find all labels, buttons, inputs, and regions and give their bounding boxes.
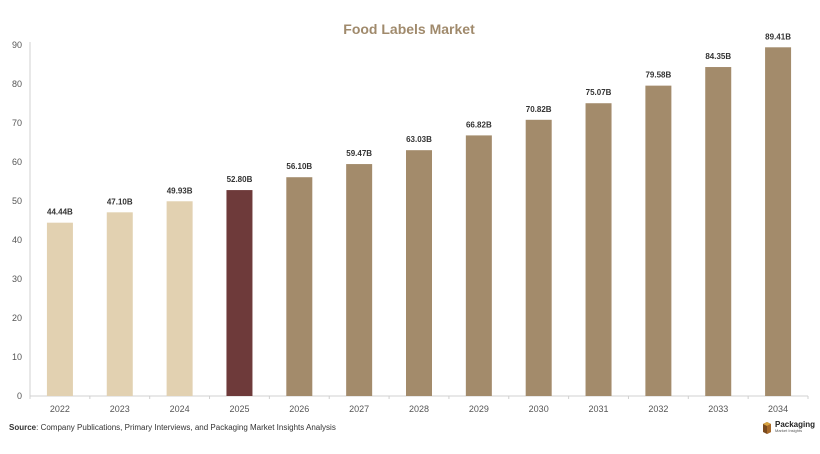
x-tick-label: 2025 xyxy=(229,404,249,414)
x-tick-label: 2034 xyxy=(768,404,788,414)
bars xyxy=(46,47,792,397)
data-label: 84.35B xyxy=(705,52,731,61)
x-axis: 2022 2023 2024 2025 2026 2027 2028 2029 2030 2031… xyxy=(29,395,809,414)
x-tick-label: 2026 xyxy=(289,404,309,414)
x-tick-label: 2032 xyxy=(648,404,668,414)
x-tick-label: 2029 xyxy=(469,404,489,414)
data-label: 79.58B xyxy=(645,71,671,80)
bar-2026 xyxy=(286,177,313,396)
x-tick-label: 2028 xyxy=(409,404,429,414)
source-label: Source xyxy=(9,423,37,432)
x-tick-label: 2031 xyxy=(589,404,609,414)
bar-2029 xyxy=(465,135,492,397)
data-label: 47.10B xyxy=(107,197,133,206)
data-label: 63.03B xyxy=(406,135,432,144)
bar-2025 xyxy=(226,190,253,396)
bar-2022 xyxy=(46,222,73,396)
data-labels: 44.44B 47.10B 49.93B 52.80B 56.10B 59.47B 63.0… xyxy=(47,32,791,216)
y-tick-label: 60 xyxy=(12,157,22,167)
y-tick-label: 40 xyxy=(12,235,22,245)
logo-main-text: Packaging xyxy=(775,420,816,429)
bar-2031 xyxy=(585,103,612,397)
x-tick-label: 2030 xyxy=(529,404,549,414)
data-label: 49.93B xyxy=(167,186,193,195)
bar-2027 xyxy=(346,164,373,396)
y-tick-label: 30 xyxy=(12,274,22,284)
y-tick-label: 90 xyxy=(12,40,22,50)
bar-2032 xyxy=(645,85,672,396)
data-label: 75.07B xyxy=(586,88,612,97)
y-tick-label: 50 xyxy=(12,196,22,206)
chart-title: Food Labels Market xyxy=(343,21,475,37)
source-text: : Company Publications, Primary Intervie… xyxy=(36,423,336,432)
source-note: Source: Company Publications, Primary In… xyxy=(9,423,336,432)
bar-2023 xyxy=(106,212,133,396)
data-label: 59.47B xyxy=(346,149,372,158)
company-logo: Packaging Market Insights xyxy=(762,421,815,435)
bar-2024 xyxy=(166,201,193,396)
y-tick-label: 0 xyxy=(17,391,22,401)
data-label: 66.82B xyxy=(466,120,492,129)
bar-2028 xyxy=(406,150,432,396)
x-tick-label: 2027 xyxy=(349,404,369,414)
data-label: 89.41B xyxy=(765,32,791,41)
x-tick-label: 2033 xyxy=(708,404,728,414)
y-tick-label: 20 xyxy=(12,313,22,323)
y-tick-label: 10 xyxy=(12,352,22,362)
y-axis: 0 10 20 30 40 50 60 70 80 90 xyxy=(12,40,31,401)
x-tick-label: 2023 xyxy=(110,404,130,414)
logo-sub-text: Market Insights xyxy=(775,428,803,433)
data-label: 44.44B xyxy=(47,208,73,217)
y-tick-label: 80 xyxy=(12,79,22,89)
box-icon xyxy=(763,422,771,434)
bar-2034 xyxy=(765,47,792,397)
x-tick-label: 2022 xyxy=(50,404,70,414)
data-label: 56.10B xyxy=(286,162,312,171)
x-tick-label: 2024 xyxy=(170,404,190,414)
data-label: 52.80B xyxy=(227,175,253,184)
data-label: 70.82B xyxy=(526,105,552,114)
bar-2033 xyxy=(705,67,732,396)
bar-2030 xyxy=(525,119,552,396)
y-tick-label: 70 xyxy=(12,118,22,128)
